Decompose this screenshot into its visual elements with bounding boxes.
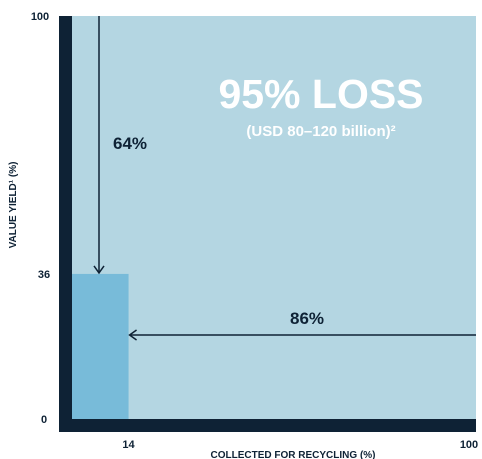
- vertical-gap-label: 64%: [113, 134, 147, 153]
- x-tick-label-100: 100: [460, 439, 478, 451]
- headline-loss: 95% LOSS: [218, 71, 423, 117]
- y-tick-label-100: 100: [31, 11, 49, 23]
- loss-area: [72, 16, 476, 419]
- y-axis-title: VALUE YIELD¹ (%): [8, 162, 19, 249]
- x-axis-title: COLLECTED FOR RECYCLING (%): [211, 450, 376, 459]
- vertical-arrow-head: [93, 265, 105, 275]
- horizontal-arrow-head: [128, 329, 137, 341]
- retained-value-block: [72, 273, 129, 419]
- y-tick-label-36: 36: [38, 269, 50, 281]
- horizontal-gap-label: 86%: [290, 309, 324, 328]
- y-tick-label-0: 0: [41, 414, 47, 426]
- horizontal-arrow: [128, 329, 476, 341]
- x-tick-label-14: 14: [122, 439, 135, 451]
- subheadline-value: (USD 80–120 billion)²: [246, 123, 395, 140]
- vertical-arrow: [93, 16, 105, 275]
